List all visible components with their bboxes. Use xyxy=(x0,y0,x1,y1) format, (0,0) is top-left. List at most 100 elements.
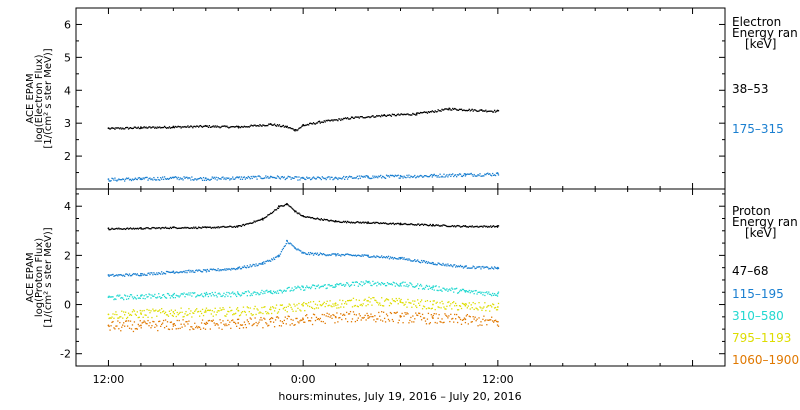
data-point xyxy=(174,309,176,311)
data-point xyxy=(213,226,215,228)
data-point xyxy=(206,322,209,325)
data-point xyxy=(463,317,466,319)
data-point xyxy=(472,265,474,267)
data-point xyxy=(425,111,428,113)
data-point xyxy=(492,267,494,269)
data-point xyxy=(432,261,434,264)
data-point xyxy=(322,177,324,179)
data-point xyxy=(241,324,244,326)
data-point xyxy=(156,179,158,181)
data-point xyxy=(435,224,437,226)
data-point xyxy=(434,263,436,265)
data-point xyxy=(437,174,439,177)
data-point xyxy=(355,281,358,283)
data-point xyxy=(478,301,480,304)
data-point xyxy=(418,312,420,314)
data-point xyxy=(200,227,203,229)
data-point xyxy=(308,286,311,289)
data-point xyxy=(333,253,335,255)
data-point xyxy=(246,126,248,128)
data-point xyxy=(241,310,244,313)
data-point xyxy=(141,322,143,324)
data-point xyxy=(260,312,262,314)
data-point xyxy=(239,314,242,316)
data-point xyxy=(363,175,365,178)
data-point xyxy=(405,223,407,225)
data-point xyxy=(198,294,200,297)
data-point xyxy=(292,310,294,312)
data-point xyxy=(330,176,332,178)
data-point xyxy=(203,269,206,271)
data-point xyxy=(390,174,393,177)
data-point xyxy=(145,274,147,276)
data-point xyxy=(450,313,452,316)
data-point xyxy=(113,317,115,319)
data-point xyxy=(249,264,251,266)
data-point xyxy=(371,256,373,258)
data-point xyxy=(200,271,203,273)
data-point xyxy=(222,268,224,271)
data-point xyxy=(394,223,396,225)
data-point xyxy=(471,174,473,176)
data-point xyxy=(440,307,442,309)
data-point xyxy=(299,249,301,252)
data-point xyxy=(283,245,285,248)
data-point xyxy=(133,273,136,275)
data-point xyxy=(350,321,353,323)
data-point xyxy=(317,307,320,309)
data-point xyxy=(276,312,279,314)
data-point xyxy=(188,227,190,229)
data-point xyxy=(377,115,379,117)
data-point xyxy=(126,273,129,276)
data-point xyxy=(219,293,221,295)
data-point xyxy=(461,225,464,228)
x-tick-label: 12:00 xyxy=(482,373,514,386)
data-point xyxy=(204,269,207,272)
data-point xyxy=(261,217,264,220)
data-point xyxy=(193,292,195,295)
data-point xyxy=(201,308,204,311)
data-point xyxy=(453,301,455,303)
data-point xyxy=(274,124,277,127)
data-point xyxy=(374,175,376,177)
data-point xyxy=(408,114,410,116)
data-point xyxy=(426,224,429,226)
legend-title-line: Energy ran xyxy=(732,26,798,40)
data-point xyxy=(324,322,326,325)
data-point xyxy=(137,228,139,230)
data-point xyxy=(404,222,406,225)
data-point xyxy=(430,262,432,265)
data-point xyxy=(124,127,127,129)
data-point xyxy=(482,307,484,309)
data-point xyxy=(350,116,353,119)
data-point xyxy=(298,212,300,214)
data-point xyxy=(204,328,207,330)
data-point xyxy=(202,226,205,228)
data-point xyxy=(419,224,422,226)
data-point xyxy=(318,218,321,221)
data-point xyxy=(291,244,293,246)
data-point xyxy=(455,318,457,320)
data-point xyxy=(379,175,381,178)
data-point xyxy=(270,260,272,262)
data-point xyxy=(275,292,278,294)
data-point xyxy=(386,315,389,317)
data-point xyxy=(308,252,310,254)
data-point xyxy=(402,223,404,225)
data-point xyxy=(293,303,295,305)
data-point xyxy=(399,282,402,285)
data-point xyxy=(458,317,461,319)
data-point xyxy=(319,252,321,254)
data-point xyxy=(186,293,188,295)
data-point xyxy=(168,227,171,230)
data-point xyxy=(493,226,496,228)
data-point xyxy=(484,294,486,297)
data-point xyxy=(271,317,273,319)
data-point xyxy=(408,301,410,304)
data-point xyxy=(345,318,347,320)
data-point xyxy=(285,243,287,245)
data-point xyxy=(311,177,314,179)
data-point xyxy=(271,312,273,315)
data-point xyxy=(307,177,309,179)
data-point xyxy=(207,309,210,311)
